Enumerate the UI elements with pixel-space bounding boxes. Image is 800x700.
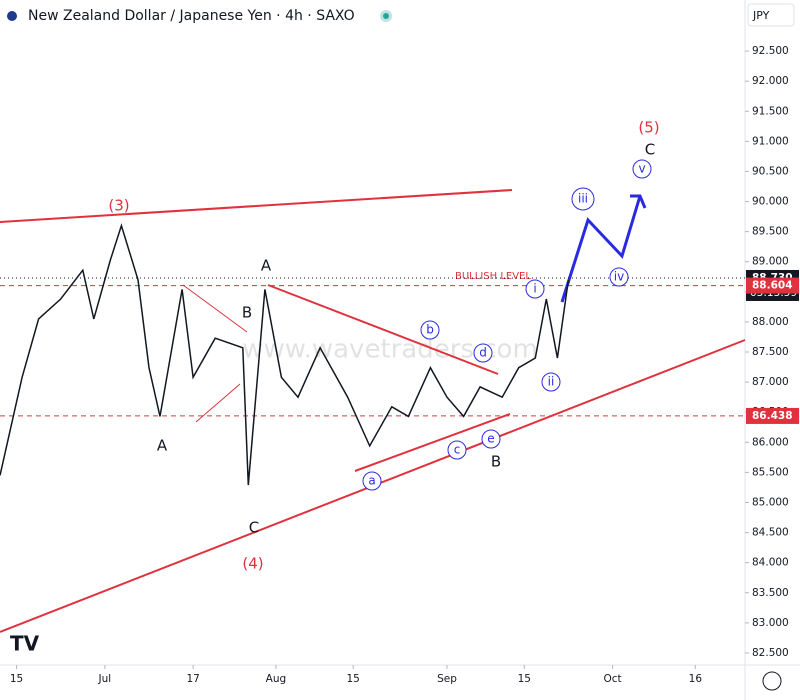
y-tick-label: 91.000 — [752, 135, 789, 147]
y-tick-label: 92.500 — [752, 45, 789, 57]
wave-label: ii — [548, 375, 555, 389]
y-tick-label: 89.000 — [752, 256, 789, 268]
y-tick-label: 87.500 — [752, 346, 789, 358]
trend-line — [267, 284, 499, 375]
wave-circle — [525, 279, 545, 299]
triangle-line — [195, 383, 241, 423]
wave-label: C — [249, 519, 259, 537]
x-tick-label: 17 — [186, 673, 199, 685]
wave-label: v — [638, 162, 645, 176]
wave-label: e — [487, 432, 494, 446]
trend-line — [354, 413, 511, 472]
y-tick-label: 87.000 — [752, 376, 789, 388]
wave-circle — [362, 471, 382, 491]
wave-label: B — [491, 453, 501, 471]
wave-circle — [632, 159, 652, 179]
wave-circle — [481, 429, 501, 449]
wave-label: c — [454, 443, 461, 457]
x-tick-label: 15 — [346, 673, 359, 685]
y-tick-label: 89.500 — [752, 226, 789, 238]
wave-label: A — [261, 257, 272, 275]
y-tick-label: 85.000 — [752, 496, 789, 508]
y-tick-label: 85.500 — [752, 466, 789, 478]
logo: TV — [10, 632, 40, 656]
wave-circle — [571, 187, 595, 211]
y-tick-label: 83.500 — [752, 587, 789, 599]
status-dot-core — [383, 13, 389, 19]
y-tick-label: 91.500 — [752, 105, 789, 117]
x-tick-label: Oct — [603, 673, 621, 685]
currency: JPY — [752, 9, 770, 22]
wave-label: iv — [614, 270, 624, 284]
price-line-series — [0, 223, 570, 486]
wave-label: (4) — [242, 555, 263, 573]
wave-label: i — [533, 282, 536, 296]
currency-box[interactable] — [747, 3, 795, 27]
projection-arrow — [630, 194, 647, 209]
price-tag-label: 86.438 — [752, 410, 793, 422]
settings-icon[interactable] — [762, 671, 782, 691]
wave-label: (3) — [108, 197, 129, 215]
wave-circle — [609, 267, 629, 287]
wave-circle — [447, 440, 467, 460]
y-tick-label: 90.500 — [752, 165, 789, 177]
projection-path — [560, 195, 642, 303]
x-tick-label: Aug — [266, 673, 287, 685]
y-tick-label: 92.000 — [752, 75, 789, 87]
wave-label: b — [426, 323, 434, 337]
trend-line — [0, 189, 513, 223]
wave-label: A — [157, 437, 168, 455]
wave-label: iii — [578, 192, 588, 206]
wave-label: C — [645, 141, 655, 159]
y-tick-label: 86.000 — [752, 436, 789, 448]
wave-circle — [473, 343, 493, 363]
x-tick-label: Jul — [98, 673, 112, 685]
wave-circle — [541, 372, 561, 392]
watermark: www.wavetraders.com — [242, 335, 538, 365]
price-tag-label: 88.604 — [752, 280, 793, 292]
y-tick-label: 83.000 — [752, 617, 789, 629]
x-tick-label: Sep — [437, 673, 457, 685]
y-tick-label: 84.000 — [752, 557, 789, 569]
wave-label: d — [479, 346, 487, 360]
wave-label: B — [242, 304, 252, 322]
x-tick-label: 15 — [10, 673, 23, 685]
wave-label: (5) — [638, 119, 659, 137]
price-tag — [746, 407, 799, 424]
y-tick-label: 82.500 — [752, 647, 789, 659]
chart-title: New Zealand Dollar / Japanese Yen · 4h ·… — [28, 8, 355, 24]
y-tick-label: 90.000 — [752, 196, 789, 208]
wave-circle — [420, 320, 440, 340]
y-tick-label: 84.500 — [752, 527, 789, 539]
y-tick-label: 88.000 — [752, 316, 789, 328]
price-tag — [746, 277, 799, 294]
x-tick-label: 15 — [518, 673, 531, 685]
wave-label: a — [368, 474, 375, 488]
x-tick-label: 16 — [689, 673, 703, 685]
triangle-line — [182, 284, 248, 333]
level-label: BULLISH LEVEL — [455, 271, 531, 282]
flag-icon — [7, 11, 17, 21]
